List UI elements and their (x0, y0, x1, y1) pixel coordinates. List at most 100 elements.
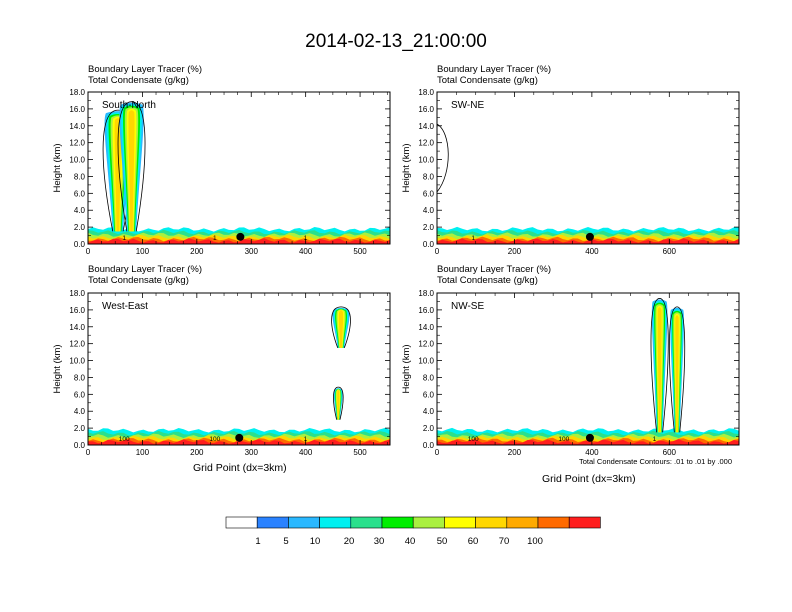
contour-footnote: Total Condensate Contours: .01 to .01 by… (579, 457, 733, 466)
colorbar-label: 1 (255, 536, 261, 547)
boundary-layer-band (437, 238, 739, 244)
plume-shading (128, 110, 135, 232)
contour-label: 100 (119, 436, 130, 443)
panel-1 (87, 91, 391, 245)
contour-label: 1 (653, 436, 657, 443)
x-tick-label: 0 (435, 247, 440, 256)
plume-shading (675, 315, 679, 433)
panel-1-title-line2: Total Condensate (g/kg) (88, 75, 189, 86)
x-tick-label: 300 (245, 247, 259, 256)
y-tick-label: 0.0 (423, 240, 435, 249)
panel-3 (87, 292, 391, 446)
x-tick-label: 100 (136, 247, 150, 256)
panel-plot-area (437, 123, 739, 244)
colorbar-label: 70 (498, 536, 510, 547)
x-tick-label: 0 (86, 247, 91, 256)
y-tick-label: 6.0 (423, 189, 435, 198)
y-tick-label: 10.0 (69, 156, 85, 165)
y-tick-label: 12.0 (418, 340, 434, 349)
panel-4-title-line1: Boundary Layer Tracer (%) (437, 264, 552, 275)
y-tick-label: 4.0 (74, 407, 86, 416)
colorbar-label: 40 (404, 536, 416, 547)
y-tick-label: 18.0 (418, 289, 434, 298)
condensate-contour (333, 386, 344, 420)
colorbar-swatch (444, 516, 476, 529)
colorbar-swatch (288, 516, 320, 529)
y-axis-label: Height (km) (52, 344, 63, 393)
plume-shading (114, 118, 122, 232)
y-tick-label: 14.0 (69, 122, 85, 131)
plume-shading (338, 310, 344, 348)
panel-1-title-line1: Boundary Layer Tracer (%) (88, 64, 203, 75)
colorbar-label: 50 (436, 536, 448, 547)
colorbar-swatch (319, 516, 352, 529)
y-tick-label: 6.0 (74, 189, 86, 198)
contour-label: 1 (213, 235, 217, 242)
y-tick-label: 12.0 (69, 340, 85, 349)
y-tick-label: 4.0 (423, 206, 435, 215)
contour-label: 100 (558, 436, 569, 443)
panel-plot-area (88, 101, 390, 244)
condensate-contour (650, 298, 669, 433)
y-tick-label: 8.0 (423, 373, 435, 382)
y-tick-label: 10.0 (418, 156, 434, 165)
colorbar-label: 5 (283, 536, 289, 547)
x-tick-label: 0 (86, 448, 91, 457)
location-marker (585, 433, 594, 442)
panel-3-title-line1: Boundary Layer Tracer (%) (88, 264, 203, 275)
y-tick-label: 4.0 (423, 407, 435, 416)
condensate-contour (331, 306, 351, 349)
condensate-contour (668, 306, 686, 433)
panel-3-xlabel: Grid Point (dx=3km) (193, 462, 287, 474)
plot-frame (436, 292, 740, 446)
boundary-layer-band (437, 439, 739, 445)
y-tick-label: 14.0 (418, 122, 434, 131)
x-tick-label: 400 (585, 247, 599, 256)
contour-label: 100 (209, 436, 220, 443)
condensate-contour (117, 101, 146, 232)
colorbar-swatch (537, 516, 570, 529)
panel-2 (436, 91, 740, 245)
panel-plot-area (88, 306, 390, 445)
panel-label: SW-NE (451, 100, 484, 111)
x-tick-label: 200 (190, 247, 204, 256)
y-tick-label: 8.0 (423, 172, 435, 181)
colorbar-label: 100 (527, 536, 543, 547)
y-tick-label: 12.0 (69, 139, 85, 148)
colorbar-swatch (381, 516, 414, 529)
colorbar-swatch (475, 516, 508, 529)
y-tick-label: 2.0 (423, 424, 435, 433)
panel-3-title-line2: Total Condensate (g/kg) (88, 275, 189, 286)
panel-label: West-East (102, 301, 148, 312)
panel-1-title: Boundary Layer Tracer (%) Total Condensa… (88, 64, 202, 86)
y-tick-label: 16.0 (418, 306, 434, 315)
y-tick-label: 0.0 (74, 240, 86, 249)
y-tick-label: 6.0 (74, 390, 86, 399)
y-tick-label: 2.0 (74, 223, 86, 232)
boundary-layer-band (88, 439, 390, 445)
y-axis-label: Height (km) (401, 143, 412, 192)
colorbar-label: 60 (467, 536, 479, 547)
panel-4-title-line2: Total Condensate (g/kg) (437, 275, 538, 286)
figure-title: 2014-02-13_21:00:00 (305, 31, 487, 52)
colorbar-swatch (256, 516, 289, 529)
panel-label: NW-SE (451, 301, 484, 312)
colorbar-label: 30 (373, 536, 385, 547)
x-tick-label: 400 (585, 448, 599, 457)
x-tick-label: 200 (508, 448, 522, 457)
condensate-contour (437, 123, 449, 193)
panel-4-title: Boundary Layer Tracer (%) Total Condensa… (437, 264, 551, 286)
y-tick-label: 10.0 (69, 357, 85, 366)
y-tick-label: 18.0 (69, 289, 85, 298)
colorbar-swatch (506, 516, 539, 529)
x-tick-label: 300 (245, 448, 259, 457)
y-axis-label: Height (km) (401, 344, 412, 393)
contour-label: 1 (471, 235, 475, 242)
y-tick-label: 6.0 (423, 390, 435, 399)
y-tick-label: 2.0 (74, 424, 86, 433)
boundary-layer-band (88, 238, 390, 244)
y-tick-label: 0.0 (74, 441, 86, 450)
x-tick-label: 400 (299, 448, 313, 457)
y-tick-label: 16.0 (69, 306, 85, 315)
